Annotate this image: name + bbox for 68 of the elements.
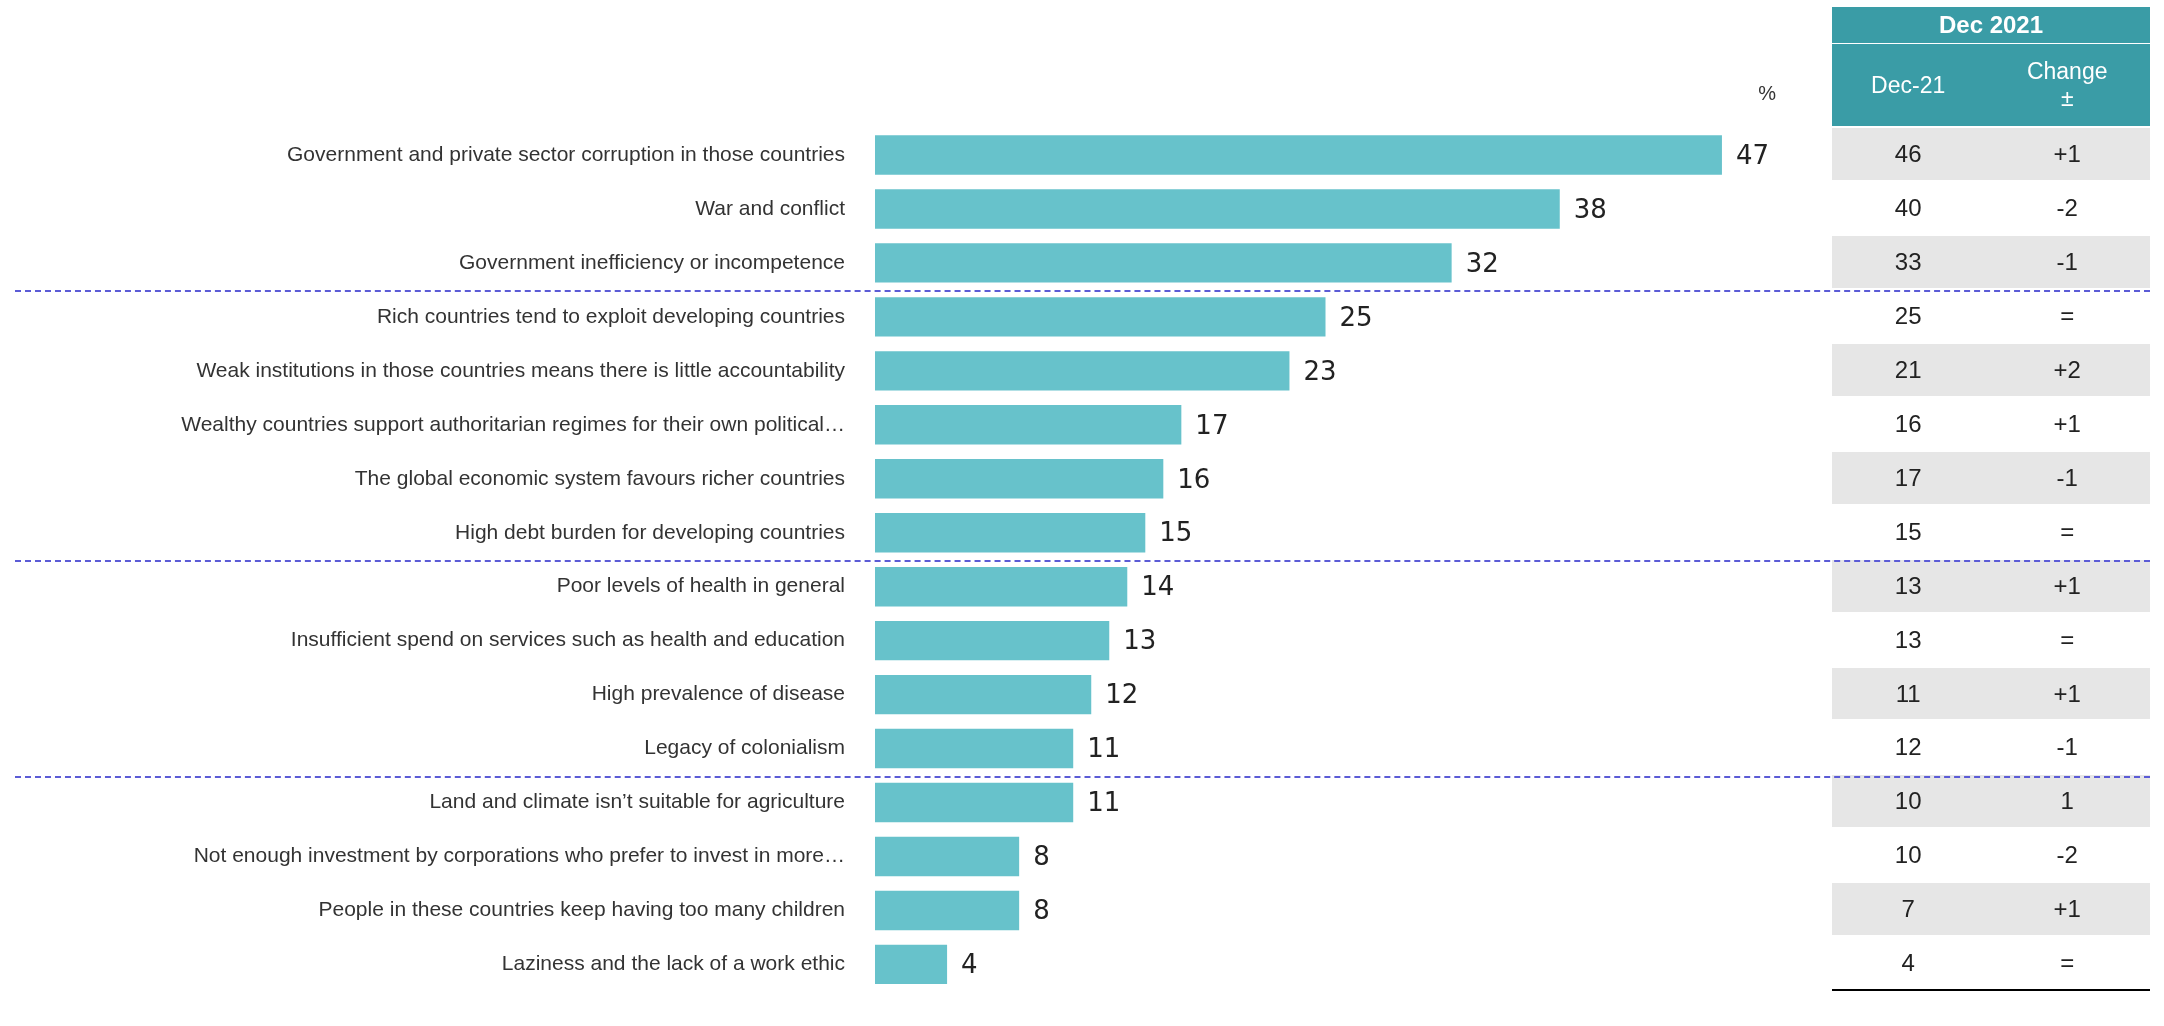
data-label: 25 bbox=[1339, 301, 1373, 332]
data-label: 23 bbox=[1303, 355, 1337, 386]
y-tick-label: High prevalence of disease bbox=[591, 681, 845, 705]
y-tick-label: People in these countries keep having too many children bbox=[318, 897, 845, 921]
text: 7 bbox=[1901, 895, 1915, 923]
text: 21 bbox=[1894, 355, 1922, 383]
category-label: Dec-21 bbox=[1832, 44, 1985, 128]
text: 13 bbox=[1894, 571, 1922, 599]
data-label: 11 bbox=[1087, 733, 1121, 764]
data-label: 16 bbox=[1177, 463, 1211, 494]
text: +1 bbox=[2053, 571, 2081, 599]
text: 17 bbox=[1894, 463, 1922, 491]
y-tick-label: Laziness and the lack of a work ethic bbox=[501, 951, 845, 975]
text: = bbox=[2060, 949, 2075, 977]
text: 25 bbox=[1894, 301, 1922, 329]
text: -1 bbox=[2056, 247, 2078, 275]
data-label: 15 bbox=[1159, 517, 1193, 548]
text: 1 bbox=[2060, 787, 2074, 815]
data-label: 8 bbox=[1033, 895, 1050, 926]
y-tick-label: Weak institutions in those countries means there is little accountability bbox=[196, 357, 846, 381]
text: -1 bbox=[2056, 733, 2078, 761]
data-label: 12 bbox=[1105, 679, 1139, 710]
text: = bbox=[2060, 301, 2075, 329]
text: 40 bbox=[1894, 193, 1922, 221]
data-label: 4 bbox=[961, 949, 978, 980]
data-label: 47 bbox=[1735, 139, 1770, 170]
y-tick-label: Rich countries tend to exploit developing countries bbox=[376, 303, 845, 327]
data-label: 32 bbox=[1465, 247, 1499, 278]
text: = bbox=[2060, 625, 2075, 653]
text: -2 bbox=[2056, 193, 2078, 221]
text: 10 bbox=[1894, 787, 1922, 815]
text: Dec 2021 bbox=[1832, 7, 2150, 44]
text: +1 bbox=[2053, 895, 2081, 923]
y-tick-label: Poor levels of health in general bbox=[556, 573, 845, 597]
text: 11 bbox=[1895, 679, 1921, 707]
y-tick-label: Insufficient spend on services such as health and education bbox=[290, 627, 845, 651]
y-tick-label: The global economic system favours richer countries bbox=[354, 465, 845, 489]
data-label: 17 bbox=[1195, 409, 1229, 440]
text: 16 bbox=[1894, 409, 1922, 437]
data-label: 8 bbox=[1033, 841, 1050, 872]
text: +1 bbox=[2053, 679, 2081, 707]
text: +2 bbox=[2053, 355, 2081, 383]
y-tick-label: Not enough investment by corporations who prefer to invest in more… bbox=[193, 843, 845, 867]
text: 12 bbox=[1894, 733, 1922, 761]
text: -1 bbox=[2056, 463, 2078, 491]
text: 13 bbox=[1894, 625, 1922, 653]
category-label: Change ± bbox=[1984, 44, 2150, 128]
y-tick-label: High debt burden for developing countries bbox=[455, 519, 845, 543]
text: 10 bbox=[1894, 841, 1922, 869]
text: +1 bbox=[2053, 409, 2081, 437]
text: = bbox=[2060, 517, 2075, 545]
y-tick-label: Legacy of colonialism bbox=[644, 735, 845, 759]
text: % bbox=[1758, 81, 1777, 104]
text: 15 bbox=[1894, 517, 1922, 545]
data-label: 14 bbox=[1141, 571, 1175, 602]
y-tick-label: Land and climate isn’t suitable for agriculture bbox=[429, 789, 845, 813]
y-tick-label: War and conflict bbox=[695, 195, 846, 219]
text: 33 bbox=[1894, 247, 1922, 275]
text: +1 bbox=[2053, 139, 2081, 167]
y-tick-label: Government and private sector corruption in those countries bbox=[287, 141, 845, 165]
text: 4 bbox=[1901, 949, 1915, 977]
data-label: 11 bbox=[1087, 787, 1121, 818]
data-label: 38 bbox=[1573, 193, 1607, 224]
y-tick-label: Government inefficiency or incompetence bbox=[459, 249, 845, 273]
y-tick-label: Wealthy countries support authoritarian regimes for their own political… bbox=[181, 411, 845, 435]
text: -2 bbox=[2056, 841, 2078, 869]
data-label: 13 bbox=[1123, 625, 1157, 656]
text: 46 bbox=[1894, 139, 1922, 167]
